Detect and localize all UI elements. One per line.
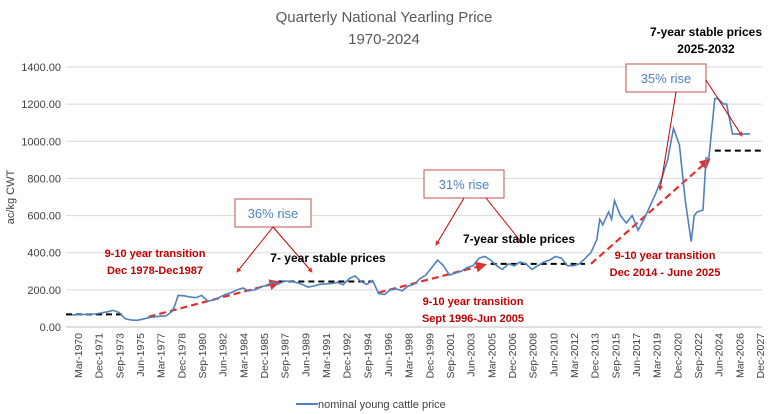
- x-tick-label: Mar-1998: [404, 333, 416, 378]
- x-tick-label: Dec-2006: [507, 333, 519, 379]
- x-tick-label: Jun-2003: [466, 333, 478, 377]
- transition2-label-line1: 9-10 year transition: [423, 296, 524, 308]
- x-tick-label: Sep-1973: [114, 333, 126, 379]
- x-tick-label: Mar-1977: [156, 333, 168, 378]
- y-tick-label: 200.00: [27, 285, 61, 297]
- series-line-nominal-young-cattle-price: [71, 97, 751, 322]
- stable3-label-line1: 7-year stable prices: [650, 25, 762, 39]
- rise3-pointer: [658, 91, 677, 191]
- transition3-label-line2: Dec 2014 - June 2025: [610, 267, 721, 279]
- chart-subtitle: 1970-2024: [348, 31, 420, 48]
- x-axis-ticks: Mar-1970 Dec-1971 Sep-1973 Jun-1975 Mar-1977…: [73, 333, 767, 379]
- x-tick-label: Dec-2027: [755, 333, 767, 379]
- rise2-pointer-2: [485, 197, 523, 244]
- rise3-callout-box: [625, 63, 707, 93]
- stable3-label-line2: 2025-2032: [677, 42, 735, 56]
- x-tick-label: Mar-1970: [73, 333, 85, 378]
- x-tick-label: Mar-2019: [652, 333, 664, 378]
- y-tick-label: 400.00: [27, 248, 61, 260]
- y-tick-label: 1200.00: [21, 99, 61, 111]
- rise2-callout-box: [423, 169, 505, 199]
- rise3-callout: 35% rise: [641, 71, 692, 86]
- x-tick-label: Dec-1999: [424, 333, 436, 379]
- y-tick-label: 1000.00: [21, 136, 61, 148]
- x-tick-label: Dec-1992: [342, 333, 354, 379]
- gridlines: [66, 66, 762, 291]
- x-tick-label: Sep-1987: [280, 333, 292, 379]
- x-tick-label: Dec-1985: [259, 333, 271, 379]
- stable1-label: 7- year stable prices: [270, 251, 386, 265]
- chart-title: Quarterly National Yearling Price: [276, 9, 493, 26]
- x-tick-label: Dec-1978: [176, 333, 188, 379]
- x-tick-label: Sep-2001: [445, 333, 457, 379]
- legend-entry: nominal young cattle price: [318, 399, 446, 411]
- x-tick-label: Dec-2020: [672, 333, 684, 379]
- y-tick-label: 0.00: [40, 322, 61, 334]
- rise1-callout: 36% rise: [248, 206, 299, 221]
- rise1-callout-box: [234, 198, 312, 228]
- x-tick-label: Sep-1980: [197, 333, 209, 379]
- y-tick-label: 1400.00: [21, 62, 61, 74]
- rise2-callout: 31% rise: [439, 177, 490, 192]
- x-tick-label: Mar-2012: [569, 333, 581, 378]
- x-tick-label: Jun-2017: [631, 333, 643, 377]
- x-tick-label: Mar-1991: [321, 333, 333, 378]
- y-axis-ticks: 0.00 200.00 400.00 600.00 800.00 1000.00 1200.…: [21, 62, 61, 334]
- rise1-pointer-2: [272, 226, 313, 273]
- x-tick-label: Sep-1994: [362, 333, 374, 379]
- y-axis-label: ac/kg CWT: [5, 170, 17, 225]
- x-tick-label: Jun-1982: [218, 333, 230, 377]
- trend-arrow: [378, 261, 487, 294]
- trend-arrow: [590, 158, 711, 265]
- y-tick-label: 600.00: [27, 211, 61, 223]
- transition3-label-line1: 9-10 year transition: [615, 250, 716, 262]
- x-tick-label: Dec-2013: [590, 333, 602, 379]
- x-tick-label: Jun-1975: [135, 333, 147, 377]
- x-tick-label: Mar-2005: [486, 333, 498, 378]
- rise3-pointer-2: [705, 79, 743, 137]
- x-tick-label: Sep-2008: [528, 333, 540, 379]
- rise1-pointer: [236, 226, 274, 273]
- rise2-pointer: [435, 197, 465, 246]
- y-tick-label: 800.00: [27, 173, 61, 185]
- x-tick-label: Jun-1989: [300, 333, 312, 377]
- x-tick-label: Jun-1996: [383, 333, 395, 377]
- stable2-label: 7-year stable prices: [463, 232, 575, 246]
- x-tick-label: Mar-2026: [734, 333, 746, 378]
- x-tick-label: Mar-1984: [238, 333, 250, 378]
- x-tick-label: Jun-2010: [548, 333, 560, 377]
- transition1-label-line2: Dec 1978-Dec1987: [107, 265, 203, 277]
- transition1-label-line1: 9-10 year transition: [105, 248, 206, 260]
- transition2-label-line2: Sept 1996-Jun 2005: [422, 313, 524, 325]
- x-tick-label: Dec-1971: [94, 333, 106, 379]
- x-tick-label: Jun-2024: [714, 333, 726, 377]
- x-tick-label: Sep-2022: [693, 333, 705, 379]
- x-tick-label: Sep-2015: [610, 333, 622, 379]
